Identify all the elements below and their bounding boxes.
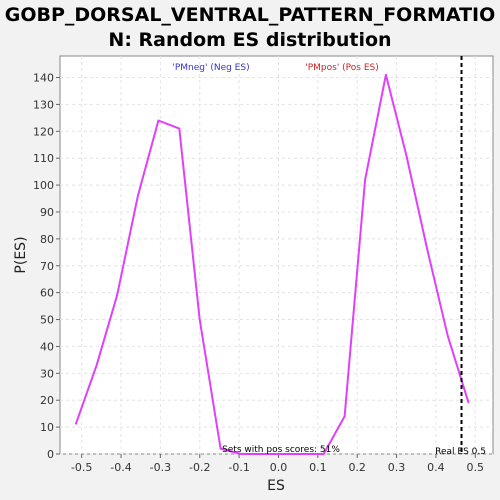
y-tick-label: 10 — [40, 421, 54, 434]
real-es-label: Real ES 0.5 — [435, 447, 486, 457]
chart-title-line1: GOBP_DORSAL_VENTRAL_PATTERN_FORMATIO — [5, 4, 496, 26]
x-tick-label: 0.5 — [467, 461, 485, 474]
x-tick-label: -0.3 — [150, 461, 171, 474]
y-axis-label: P(ES) — [13, 236, 29, 273]
grid — [60, 56, 493, 455]
y-tick-label: 110 — [33, 152, 54, 165]
y-tick-label: 30 — [40, 367, 54, 380]
x-tick-label: 0.1 — [309, 461, 327, 474]
y-axis-ticks: 0 10 20 30 40 50 60 70 80 90 100 110 120 130 140 — [33, 72, 60, 461]
y-tick-label: 130 — [33, 98, 54, 111]
x-tick-label: 0.3 — [388, 461, 406, 474]
y-tick-label: 20 — [40, 394, 54, 407]
y-tick-label: 80 — [40, 233, 54, 246]
sets-with-pos-scores-label: Sets with pos scores: 51% — [222, 445, 340, 455]
x-tick-label: -0.4 — [110, 461, 131, 474]
plot-area — [59, 55, 494, 455]
pos-es-label: 'PMpos' (Pos ES) — [305, 63, 379, 73]
y-tick-label: 100 — [33, 179, 54, 192]
x-tick-label: 0.4 — [427, 461, 445, 474]
chart-title-line2: N: Random ES distribution — [108, 29, 391, 51]
series-line — [74, 73, 470, 455]
y-tick-label: 70 — [40, 260, 54, 273]
y-tick-label: 140 — [33, 72, 54, 85]
y-tick-label: 0 — [47, 448, 54, 461]
x-tick-label: 0.0 — [270, 461, 288, 474]
y-tick-label: 120 — [33, 125, 54, 138]
y-tick-label: 50 — [40, 314, 54, 327]
y-tick-label: 90 — [40, 206, 54, 219]
y-tick-label: 60 — [40, 287, 54, 300]
series-layer — [74, 73, 470, 455]
x-tick-label: -0.2 — [189, 461, 210, 474]
y-tick-label: 40 — [40, 340, 54, 353]
x-axis-label: ES — [267, 478, 285, 494]
x-tick-label: 0.2 — [348, 461, 366, 474]
x-axis-ticks: -0.5 -0.4 -0.3 -0.2 -0.1 0.0 0.1 0.2 0.3 0.4 0.5 — [71, 454, 484, 474]
x-tick-label: -0.5 — [71, 461, 92, 474]
x-tick-label: -0.1 — [228, 461, 249, 474]
neg-es-label: 'PMneg' (Neg ES) — [172, 63, 249, 73]
